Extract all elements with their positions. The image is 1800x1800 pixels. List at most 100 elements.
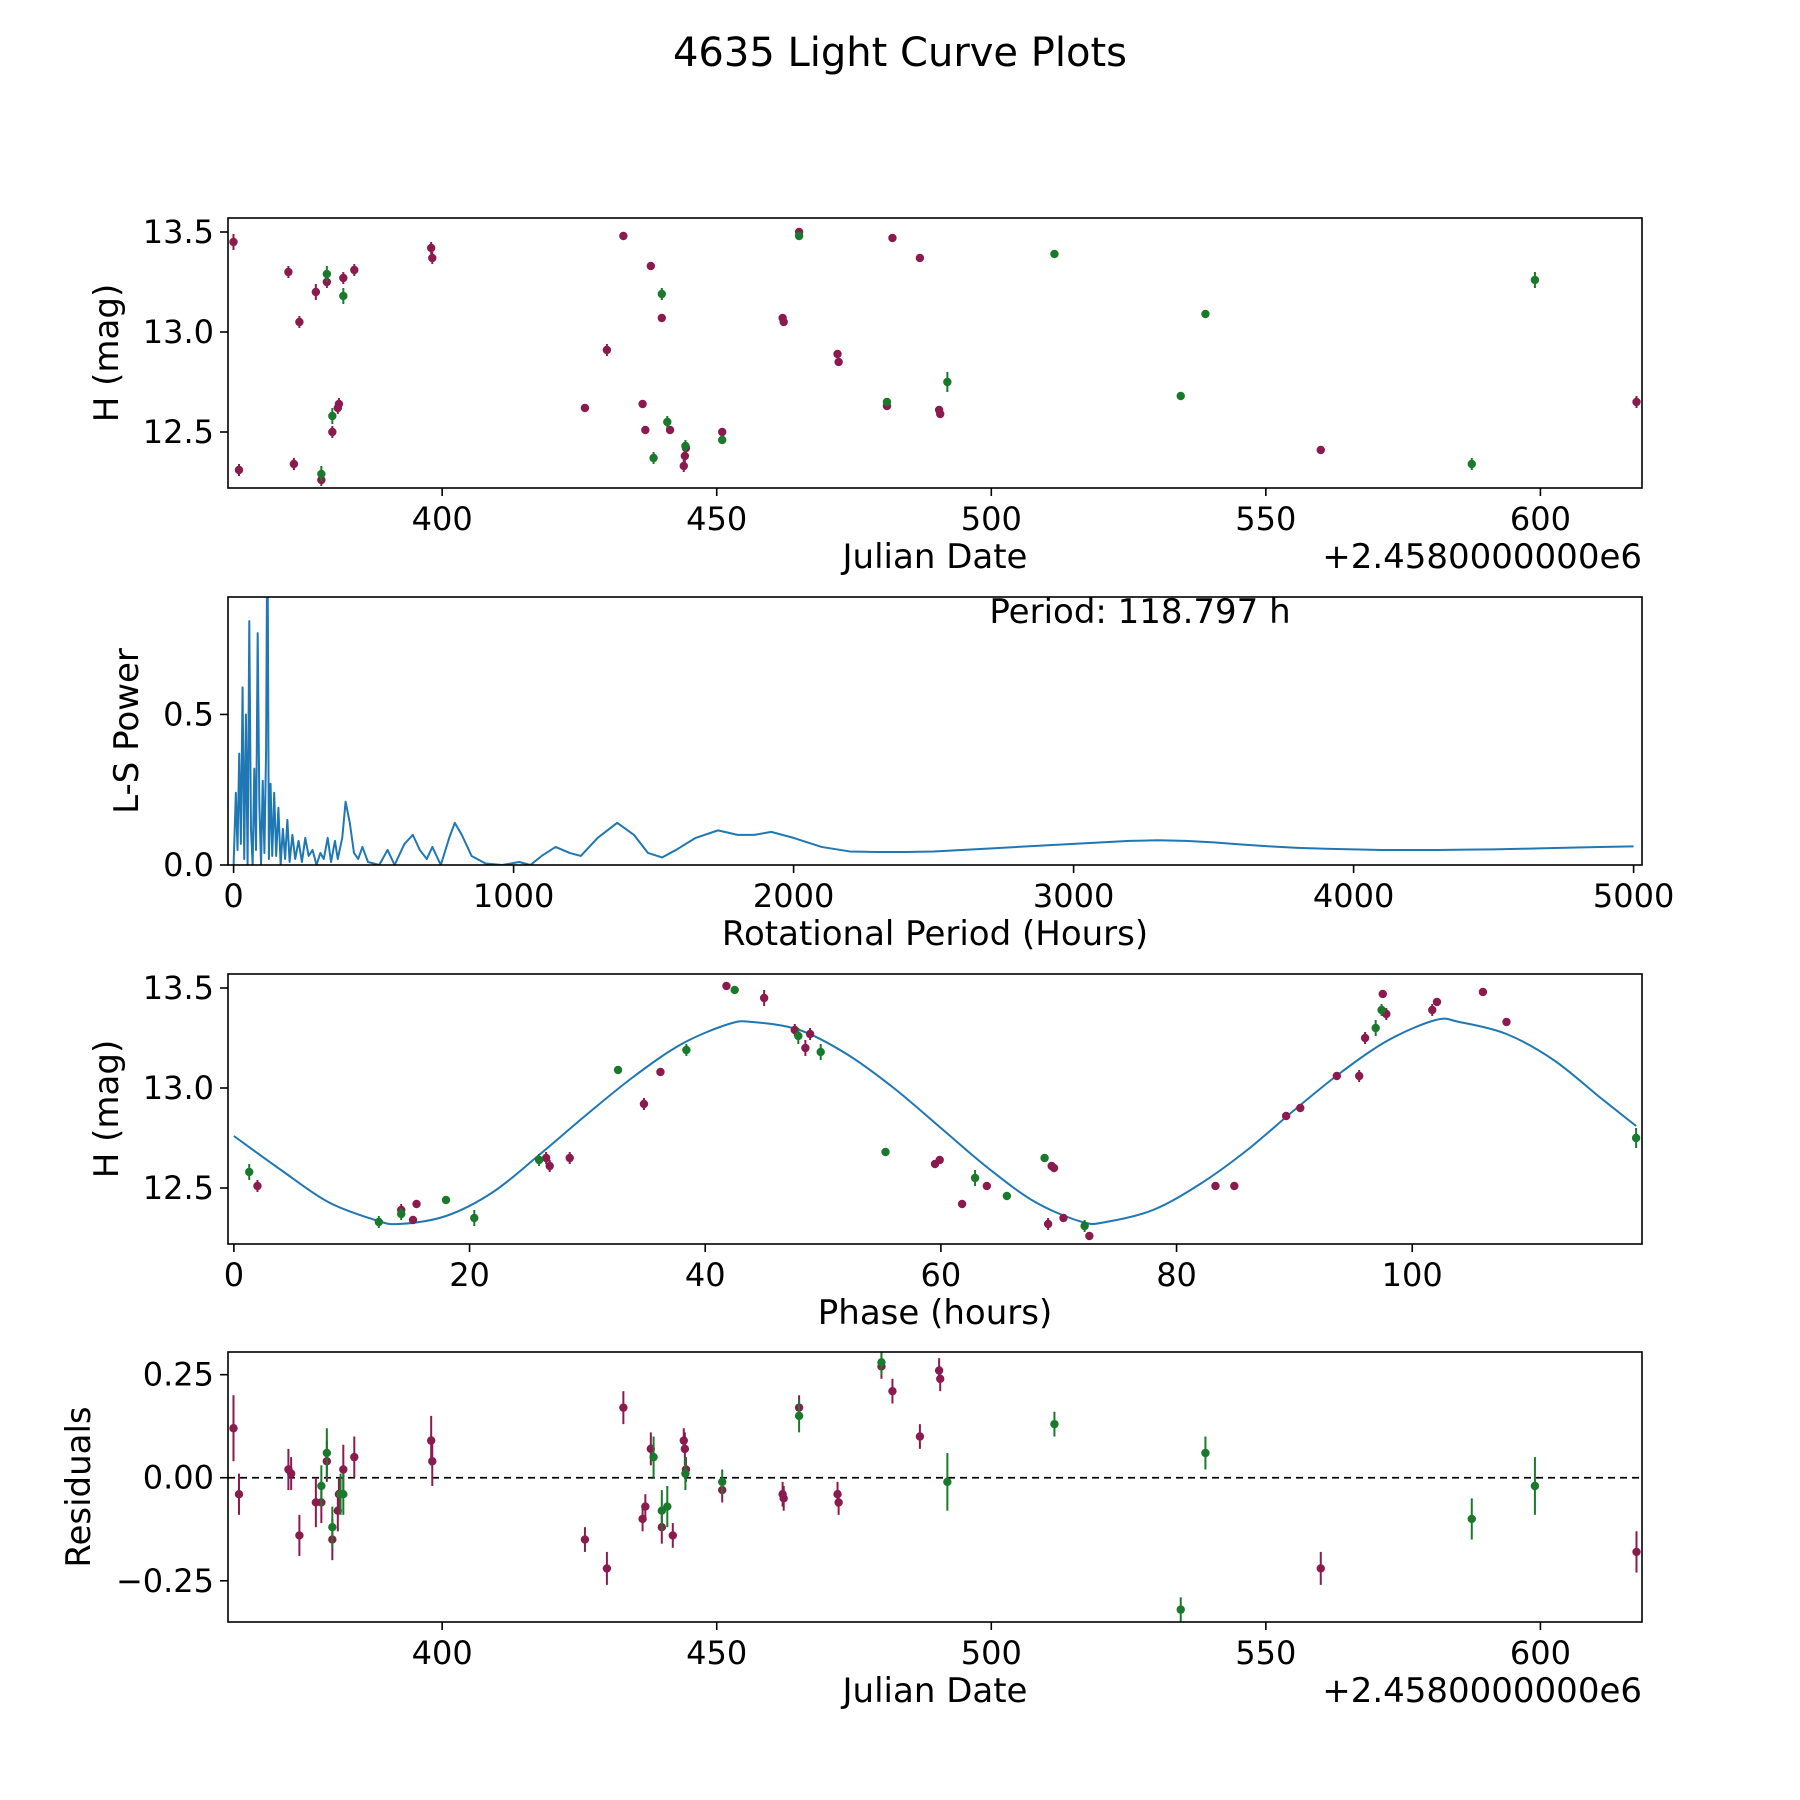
red-data-point <box>1049 1163 1059 1173</box>
green-data-point <box>794 1031 803 1041</box>
red-data-point <box>779 1494 788 1503</box>
x-axis-label: Rotational Period (Hours) <box>722 914 1148 954</box>
red-data-point <box>668 1531 677 1540</box>
x-tick-label: 550 <box>1235 500 1296 538</box>
x-tick-label: 600 <box>1510 500 1571 538</box>
red-data-point <box>833 349 842 359</box>
green-data-point <box>1631 1133 1641 1143</box>
red-data-point <box>646 261 656 271</box>
red-data-point <box>426 1436 436 1445</box>
y-tick-label: 0.25 <box>143 1356 214 1394</box>
red-data-point <box>888 233 897 243</box>
green-data-point <box>1050 1419 1059 1429</box>
x-tick-label: 450 <box>686 1634 747 1672</box>
red-data-point <box>619 231 628 241</box>
red-data-point <box>888 1386 897 1396</box>
y-axis-label: L-S Power <box>107 648 147 814</box>
plot-data <box>229 1352 1641 1622</box>
green-data-point <box>1371 1023 1380 1033</box>
x-tick-label: 0 <box>224 1256 244 1294</box>
red-data-point <box>580 1535 590 1544</box>
red-data-point <box>759 993 769 1003</box>
x-tick-label: 500 <box>961 1634 1022 1672</box>
model-fit-curve <box>233 1017 1637 1226</box>
red-data-point <box>408 1215 418 1225</box>
green-data-point <box>374 1217 384 1227</box>
green-data-point <box>613 1065 623 1075</box>
red-data-point <box>1632 397 1641 407</box>
red-data-point <box>602 1564 612 1573</box>
x-tick-label: 400 <box>412 1634 473 1672</box>
red-data-point <box>833 1490 842 1499</box>
x-axis-label: Julian Date <box>841 1671 1028 1711</box>
y-tick-label: 13.5 <box>143 969 214 1007</box>
y-tick-label: 12.5 <box>143 413 214 451</box>
green-data-point <box>339 1490 348 1499</box>
red-data-point <box>1281 1111 1291 1121</box>
green-data-point <box>663 1502 672 1511</box>
axes-frame <box>227 596 1643 866</box>
green-data-point <box>682 1045 691 1055</box>
green-data-point <box>1467 1514 1476 1524</box>
y-tick-label: 0.5 <box>163 695 214 733</box>
green-data-point <box>649 453 658 463</box>
green-data-point <box>1201 309 1210 319</box>
green-data-point <box>441 1195 451 1205</box>
red-data-point <box>1085 1231 1094 1241</box>
red-data-point <box>1059 1213 1068 1223</box>
red-data-point <box>1230 1181 1239 1191</box>
x-tick-label: 40 <box>685 1256 726 1294</box>
axes-frame <box>227 973 1643 1245</box>
figure-title: 4635 Light Curve Plots <box>673 30 1127 76</box>
green-data-point <box>794 1411 804 1421</box>
green-data-point <box>1040 1153 1049 1163</box>
red-data-point <box>1502 1017 1511 1027</box>
green-data-point <box>681 441 690 451</box>
red-data-point <box>350 265 359 275</box>
x-tick-label: 500 <box>961 500 1022 538</box>
green-data-point <box>1080 1221 1089 1231</box>
green-data-point <box>328 1522 337 1532</box>
red-data-point <box>234 465 244 475</box>
green-data-point <box>470 1213 479 1223</box>
red-data-point <box>801 1043 810 1053</box>
plot-data <box>232 597 1634 865</box>
green-data-point <box>681 1469 690 1478</box>
red-data-point <box>639 1099 649 1109</box>
red-data-point <box>229 1424 238 1433</box>
red-data-point <box>253 1181 262 1191</box>
power-line <box>232 597 1634 865</box>
red-data-point <box>656 1067 665 1077</box>
x-offset-label: +2.4580000000e6 <box>1322 1671 1642 1711</box>
red-data-point <box>1211 1181 1220 1191</box>
y-axis-label: H (mag) <box>87 284 127 422</box>
red-data-point <box>1355 1071 1364 1081</box>
green-data-point <box>794 231 804 241</box>
red-data-point <box>229 237 238 247</box>
y-tick-label: −0.25 <box>116 1562 214 1600</box>
y-tick-label: 13.0 <box>143 1069 214 1107</box>
red-data-point <box>284 267 293 277</box>
red-data-point <box>1332 1071 1342 1081</box>
x-tick-label: 400 <box>412 500 473 538</box>
residuals-panel: 400 450 500 550 600 −0.25 0.00 0.25 Julian Date R… <box>59 1351 1643 1711</box>
x-tick-label: 2000 <box>753 877 834 915</box>
x-tick-label: 20 <box>449 1256 490 1294</box>
green-data-point <box>1176 391 1185 401</box>
green-data-point <box>322 269 332 279</box>
red-data-point <box>565 1153 574 1163</box>
red-data-point <box>428 253 437 263</box>
red-data-point <box>718 427 727 437</box>
green-data-point <box>943 1477 952 1487</box>
red-data-point <box>641 425 650 435</box>
red-data-point <box>339 1465 348 1474</box>
red-data-point <box>1432 997 1442 1007</box>
green-data-point <box>328 411 337 421</box>
red-data-point <box>779 317 788 327</box>
y-axis-label: Residuals <box>59 1406 99 1567</box>
x-tick-label: 100 <box>1382 1256 1443 1294</box>
y-tick-label: 0.0 <box>163 846 214 884</box>
red-data-point <box>412 1199 421 1209</box>
x-tick-label: 3000 <box>1033 877 1114 915</box>
green-data-point <box>1530 275 1540 285</box>
